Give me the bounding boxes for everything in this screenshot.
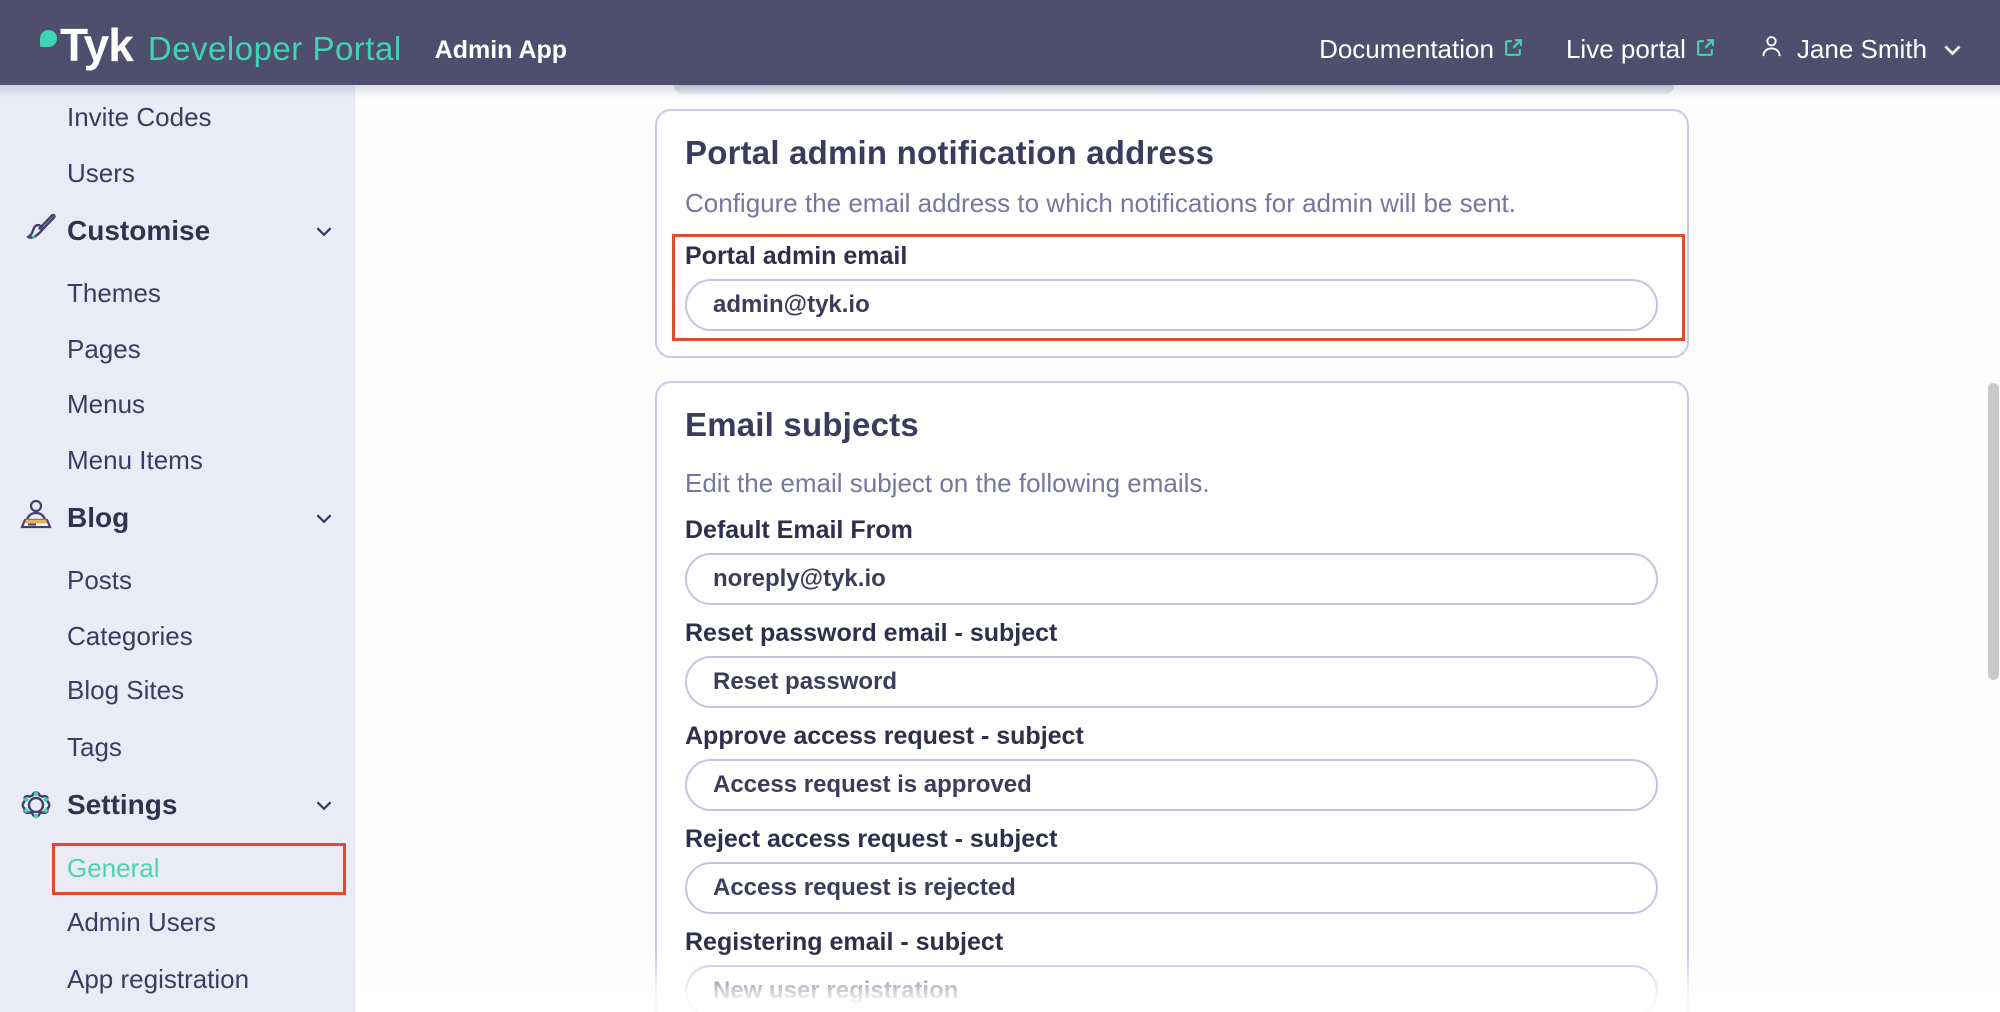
user-name: Jane Smith — [1796, 34, 1927, 64]
sidebar-item-users[interactable]: Users — [67, 158, 135, 188]
sidebar-item-app-registration[interactable]: App registration — [67, 964, 250, 994]
card-title: Portal admin notification address — [685, 134, 1215, 171]
navbar-right: Documentation Live portal — [1319, 25, 1962, 67]
field-default-email-from: Default Email From — [685, 515, 1658, 605]
card-portal-admin-notification: Portal admin notification address Config… — [655, 109, 1689, 358]
sidebar-section-customise[interactable]: Customise — [0, 213, 355, 247]
sidebar-section-settings[interactable]: Settings — [0, 789, 355, 821]
chevron-down-icon — [316, 801, 332, 811]
user-menu[interactable]: Jane Smith — [1758, 33, 1962, 67]
sidebar-item-menu-items[interactable]: Menu Items — [67, 445, 203, 475]
sidebar-item-admin-users[interactable]: Admin Users — [67, 907, 216, 937]
documentation-link-label: Documentation — [1319, 34, 1494, 64]
sidebar-item-posts[interactable]: Posts — [67, 565, 133, 595]
vertical-scrollbar[interactable] — [1988, 383, 1999, 680]
sidebar-item-general[interactable]: General — [67, 853, 160, 883]
top-navbar: Tyk Developer Portal Admin App Documenta… — [0, 0, 2000, 85]
sidebar-item-pages[interactable]: Pages — [67, 334, 141, 364]
navbar-shadow — [0, 85, 2000, 98]
user-icon — [1758, 33, 1785, 67]
tyk-logo[interactable]: Tyk Developer Portal — [40, 20, 402, 71]
field-label: Portal admin email — [685, 242, 908, 270]
sidebar-section-blog[interactable]: Blog — [0, 499, 355, 534]
sidebar-item-menus[interactable]: Menus — [67, 389, 146, 419]
documentation-link[interactable]: Documentation — [1319, 34, 1524, 65]
sidebar-section-label: Customise — [67, 215, 211, 246]
gear-icon — [15, 783, 57, 827]
external-link-icon — [1695, 34, 1716, 65]
sidebar-section-label: Settings — [67, 789, 178, 820]
main-content: Portal admin notification address Config… — [356, 85, 2000, 1012]
field-reset-password-subject: Reset password email - subject — [685, 618, 1658, 708]
field-reject-access-subject: Reject access request - subject — [685, 824, 1658, 914]
field-label: Reject access request - subject — [685, 825, 1058, 853]
field-label: Reset password email - subject — [685, 619, 1058, 647]
live-portal-link-label: Live portal — [1565, 34, 1686, 64]
brand-name: Tyk — [60, 19, 134, 72]
paintbrush-icon — [15, 209, 57, 253]
field-label: Registering email - subject — [685, 928, 1004, 956]
field-portal-admin-email: Portal admin email — [685, 241, 1658, 331]
external-link-icon — [1503, 34, 1524, 65]
sidebar-nav: Invite Codes Users Customise Themes Page… — [0, 85, 355, 1012]
sidebar-item-invite-codes[interactable]: Invite Codes — [67, 102, 212, 132]
card-description: Edit the email subject on the following … — [685, 468, 1210, 498]
sidebar-item-tags[interactable]: Tags — [67, 732, 122, 762]
card-title: Email subjects — [685, 406, 919, 443]
portal-admin-email-input[interactable] — [685, 279, 1658, 331]
app-label: Admin App — [434, 36, 568, 64]
field-approve-access-subject: Approve access request - subject — [685, 721, 1658, 811]
default-email-from-input[interactable] — [685, 553, 1658, 605]
sidebar-section-label: Blog — [67, 502, 130, 533]
field-label: Default Email From — [685, 516, 913, 544]
card-email-subjects: Email subjects Edit the email subject on… — [655, 381, 1689, 1012]
sidebar-item-blog-sites[interactable]: Blog Sites — [67, 675, 185, 705]
field-label: Approve access request - subject — [685, 722, 1084, 750]
chevron-down-icon — [316, 514, 332, 524]
card-description: Configure the email address to which not… — [685, 188, 1516, 218]
sidebar-item-categories[interactable]: Categories — [67, 621, 193, 651]
approve-access-subject-input[interactable] — [685, 759, 1658, 811]
reset-password-subject-input[interactable] — [685, 656, 1658, 708]
field-registering-email-subject: Registering email - subject — [685, 927, 1658, 1012]
chevron-down-icon — [316, 227, 332, 237]
scrolled-card-bottom-edge — [674, 85, 1674, 94]
registering-email-subject-input[interactable] — [685, 965, 1658, 1012]
product-name: Developer Portal — [147, 29, 402, 67]
sidebar-item-themes[interactable]: Themes — [67, 278, 161, 308]
live-portal-link[interactable]: Live portal — [1566, 34, 1716, 65]
tyk-leaf-icon — [40, 30, 57, 48]
writer-icon — [15, 496, 57, 540]
chevron-down-icon — [1944, 45, 1961, 55]
reject-access-subject-input[interactable] — [685, 862, 1658, 914]
